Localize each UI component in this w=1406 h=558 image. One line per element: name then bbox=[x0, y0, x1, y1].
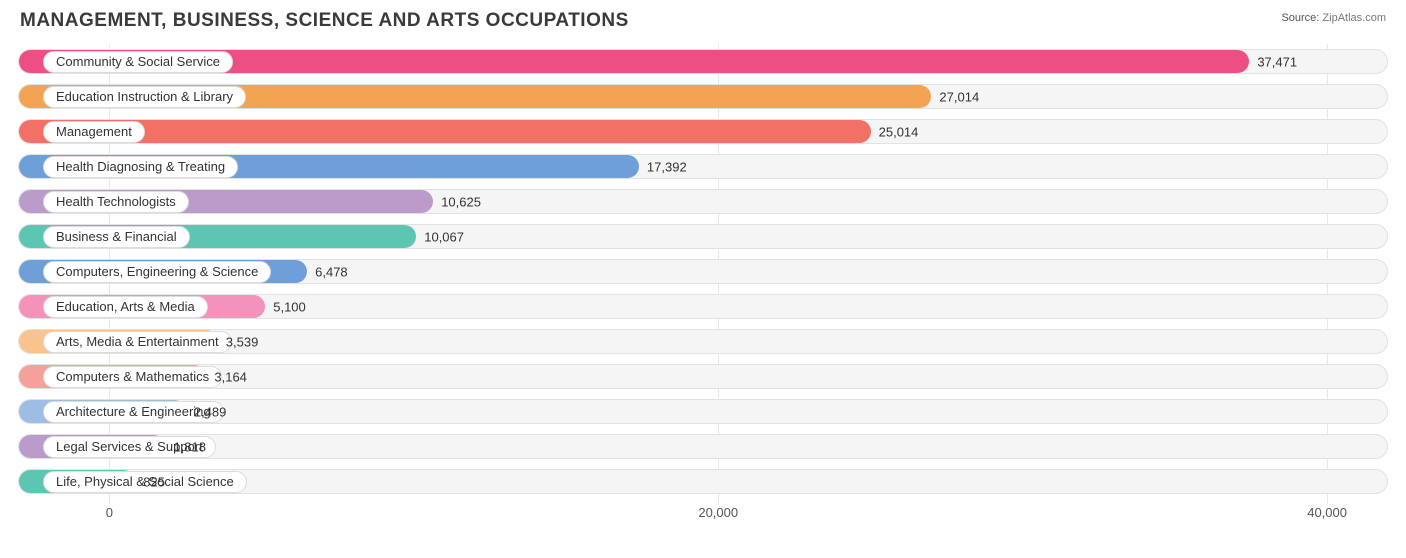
value-label: 10,067 bbox=[424, 229, 464, 244]
bar-track: Computers, Engineering & Science 6,478 bbox=[18, 259, 1388, 284]
value-label: 1,818 bbox=[173, 439, 206, 454]
value-label: 3,539 bbox=[226, 334, 259, 349]
value-label: 37,471 bbox=[1257, 54, 1297, 69]
source-value: ZipAtlas.com bbox=[1322, 12, 1386, 24]
bar-cap bbox=[27, 438, 33, 455]
x-tick-label: 20,000 bbox=[698, 505, 738, 520]
category-label: Management bbox=[43, 121, 145, 143]
bar-track: Education, Arts & Media 5,100 bbox=[18, 294, 1388, 319]
bar-cap bbox=[27, 403, 33, 420]
category-label: Computers & Mathematics bbox=[43, 366, 222, 388]
bar-cap bbox=[27, 333, 33, 350]
category-label: Health Technologists bbox=[43, 191, 189, 213]
value-label: 27,014 bbox=[939, 89, 979, 104]
category-label: Education Instruction & Library bbox=[43, 86, 246, 108]
bar-cap bbox=[27, 298, 33, 315]
bar-cap bbox=[27, 158, 33, 175]
category-label: Community & Social Service bbox=[43, 51, 233, 73]
chart-container: MANAGEMENT, BUSINESS, SCIENCE AND ARTS O… bbox=[0, 0, 1406, 558]
bar-track: Life, Physical & Social Science825 bbox=[18, 469, 1388, 494]
value-label: 2,489 bbox=[194, 404, 227, 419]
bar-track: Education Instruction & Library 27,014 bbox=[18, 84, 1388, 109]
bar-cap bbox=[27, 193, 33, 210]
chart-row: Business & Financial 10,067 bbox=[18, 219, 1388, 254]
chart-row: Computers & Mathematics3,164 bbox=[18, 359, 1388, 394]
category-label: Computers, Engineering & Science bbox=[43, 261, 271, 283]
source-label: Source: bbox=[1281, 12, 1319, 24]
chart-row: Education, Arts & Media 5,100 bbox=[18, 289, 1388, 324]
chart-row: Community & Social Service 37,471 bbox=[18, 44, 1388, 79]
chart-row: Arts, Media & Entertainment3,539 bbox=[18, 324, 1388, 359]
source-attribution: Source: ZipAtlas.com bbox=[1281, 12, 1386, 24]
chart-row: Life, Physical & Social Science825 bbox=[18, 464, 1388, 499]
chart-row: Health Technologists 10,625 bbox=[18, 184, 1388, 219]
value-label: 5,100 bbox=[273, 299, 306, 314]
value-label: 25,014 bbox=[879, 124, 919, 139]
chart-rows: Community & Social Service 37,471 Educatio… bbox=[18, 44, 1388, 499]
bar-track: Legal Services & Support1,818 bbox=[18, 434, 1388, 459]
x-tick-label: 0 bbox=[106, 505, 113, 520]
bar-track: Management 25,014 bbox=[18, 119, 1388, 144]
header: MANAGEMENT, BUSINESS, SCIENCE AND ARTS O… bbox=[18, 10, 1388, 32]
chart-row: Management 25,014 bbox=[18, 114, 1388, 149]
x-tick-label: 40,000 bbox=[1307, 505, 1347, 520]
chart-title: MANAGEMENT, BUSINESS, SCIENCE AND ARTS O… bbox=[20, 10, 629, 32]
bar-track: Computers & Mathematics3,164 bbox=[18, 364, 1388, 389]
bar bbox=[19, 120, 871, 143]
value-label: 825 bbox=[143, 474, 165, 489]
bar-cap bbox=[27, 263, 33, 280]
value-label: 3,164 bbox=[214, 369, 247, 384]
bar-track: Health Technologists 10,625 bbox=[18, 189, 1388, 214]
bar-cap bbox=[27, 473, 33, 490]
bar-track: Business & Financial 10,067 bbox=[18, 224, 1388, 249]
bar-track: Arts, Media & Entertainment3,539 bbox=[18, 329, 1388, 354]
chart-row: Education Instruction & Library 27,014 bbox=[18, 79, 1388, 114]
bar-cap bbox=[27, 123, 33, 140]
chart-row: Legal Services & Support1,818 bbox=[18, 429, 1388, 464]
category-label: Education, Arts & Media bbox=[43, 296, 208, 318]
category-label: Business & Financial bbox=[43, 226, 190, 248]
bar-cap bbox=[27, 368, 33, 385]
bar-track: Architecture & Engineering2,489 bbox=[18, 399, 1388, 424]
x-axis: 0 20,000 40,000 bbox=[18, 499, 1388, 527]
bar-track: Community & Social Service 37,471 bbox=[18, 49, 1388, 74]
category-label: Health Diagnosing & Treating bbox=[43, 156, 238, 178]
chart-area: Community & Social Service 37,471 Educatio… bbox=[18, 44, 1388, 534]
bar-cap bbox=[27, 53, 33, 70]
chart-row: Health Diagnosing & Treating 17,392 bbox=[18, 149, 1388, 184]
bar-track: Health Diagnosing & Treating 17,392 bbox=[18, 154, 1388, 179]
category-label: Arts, Media & Entertainment bbox=[43, 331, 232, 353]
chart-row: Architecture & Engineering2,489 bbox=[18, 394, 1388, 429]
value-label: 6,478 bbox=[315, 264, 348, 279]
value-label: 17,392 bbox=[647, 159, 687, 174]
chart-row: Computers, Engineering & Science 6,478 bbox=[18, 254, 1388, 289]
bar-cap bbox=[27, 88, 33, 105]
bar-cap bbox=[27, 228, 33, 245]
value-label: 10,625 bbox=[441, 194, 481, 209]
